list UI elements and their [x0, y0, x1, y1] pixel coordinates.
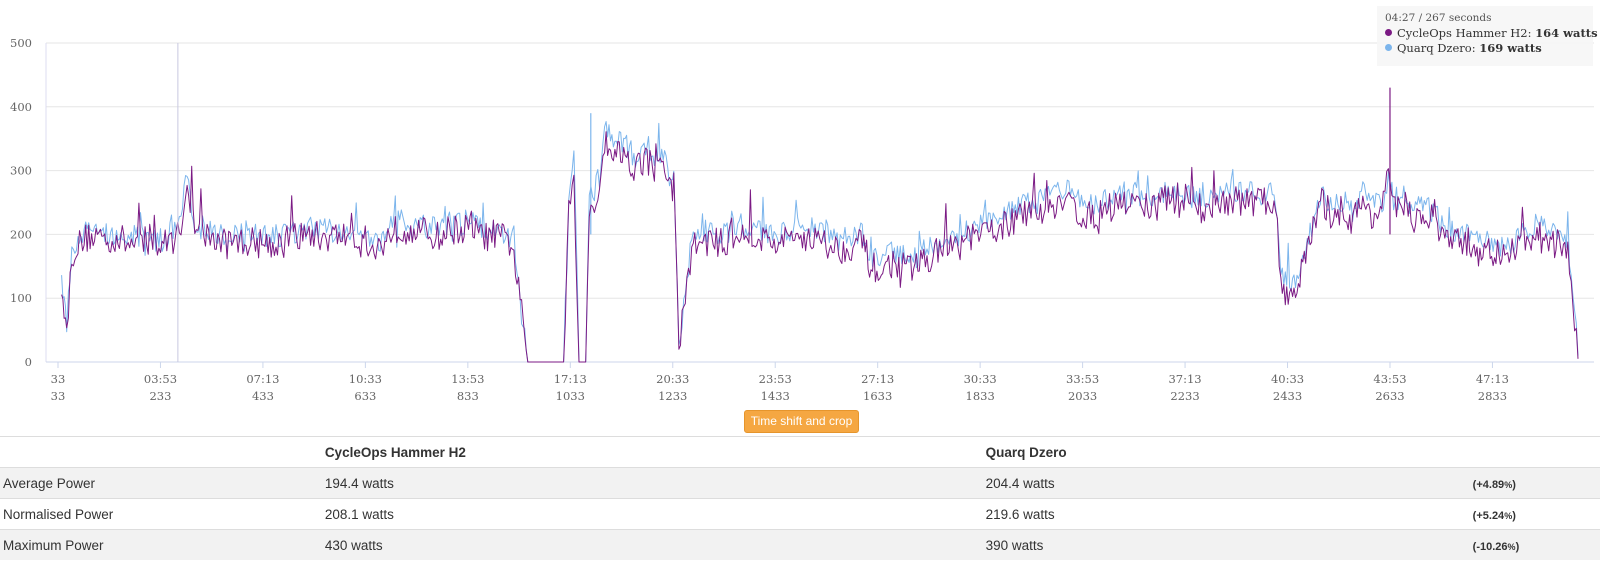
- x-tick-time-label: 40:33: [1271, 372, 1304, 386]
- diff-unit: %: [1504, 510, 1513, 521]
- tooltip-series-name: Quarq Dzero: [1397, 41, 1472, 55]
- tooltip-series-value: 169 watts: [1479, 41, 1542, 55]
- table-header-row: CycleOps Hammer H2 Quarq Dzero: [0, 436, 1600, 468]
- time-shift-crop-button[interactable]: Time shift and crop: [744, 410, 859, 433]
- x-axis: 33 33 03:53 233 07:13 433 10:33 633 13:53 833 17:1…: [46, 361, 1594, 403]
- x-tick-seconds-label: 433: [252, 389, 274, 403]
- y-tick-label: 500: [10, 36, 32, 50]
- x-tick-seconds-label: 2233: [1170, 389, 1199, 403]
- series-dot-icon: [1385, 44, 1392, 51]
- diff-value: (-10.26%): [1469, 529, 1600, 560]
- x-tick-time-label: 47:13: [1476, 372, 1509, 386]
- tooltip-time: 04:27 / 267 seconds: [1385, 12, 1492, 24]
- diff-value: (+4.89%): [1469, 467, 1600, 499]
- y-tick-label: 0: [25, 355, 32, 369]
- x-tick-seconds-label: 1433: [761, 389, 790, 403]
- x-tick-time-label: 23:53: [759, 372, 792, 386]
- x-tick-seconds-label: 1233: [658, 389, 687, 403]
- series-dot-icon: [1385, 29, 1392, 36]
- diff-unit: %: [1504, 479, 1513, 490]
- stats-table: CycleOps Hammer H2 Quarq Dzero Average P…: [0, 436, 1600, 560]
- table-row: Average Power 194.4 watts 204.4 watts (+…: [0, 467, 1600, 499]
- power-chart[interactable]: 0 100 200 300 400 500 33 33 03:53 233 07:13 433 10:…: [0, 0, 1600, 430]
- diff-number: +4.89: [1476, 478, 1505, 491]
- diff-number: +5.24: [1476, 509, 1505, 522]
- tooltip-row-quarq: Quarq Dzero: 169 watts: [1385, 41, 1585, 56]
- metric-label: Normalised Power: [0, 498, 322, 530]
- tooltip-series-value: 164 watts: [1535, 26, 1598, 40]
- tooltip-row-cycleops: CycleOps Hammer H2: 164 watts: [1385, 26, 1598, 41]
- device-a-value: 194.4 watts: [321, 467, 983, 499]
- x-tick-time-label: 33: [51, 372, 66, 386]
- x-tick-time-label: 27:13: [861, 372, 894, 386]
- x-tick-seconds-label: 833: [457, 389, 479, 403]
- x-tick-seconds-label: 2833: [1478, 389, 1507, 403]
- x-tick-seconds-label: 1633: [863, 389, 892, 403]
- x-tick-time-label: 03:53: [144, 372, 177, 386]
- x-tick-time-label: 17:13: [554, 372, 587, 386]
- device-b-value: 390 watts: [982, 529, 1470, 560]
- series-line-cycleops: [61, 131, 1579, 363]
- metric-label: Maximum Power: [0, 529, 322, 560]
- device-b-value: 219.6 watts: [982, 498, 1470, 530]
- table-row: Normalised Power 208.1 watts 219.6 watts…: [0, 498, 1600, 530]
- x-tick-time-label: 30:33: [964, 372, 997, 386]
- series-lines: [61, 87, 1579, 363]
- table-header-diff: [1469, 436, 1600, 468]
- y-tick-label: 400: [10, 100, 32, 114]
- x-tick-seconds-label: 33: [51, 389, 66, 403]
- device-a-value: 430 watts: [321, 529, 983, 560]
- x-tick-time-label: 10:33: [349, 372, 382, 386]
- device-a-value: 208.1 watts: [321, 498, 983, 530]
- diff-value: (+5.24%): [1469, 498, 1600, 530]
- x-tick-seconds-label: 1833: [966, 389, 995, 403]
- series-line-quarq: [61, 121, 1579, 363]
- y-tick-label: 300: [10, 164, 32, 178]
- x-tick-time-label: 43:53: [1373, 372, 1406, 386]
- table-header-device-b: Quarq Dzero: [982, 436, 1470, 468]
- x-tick-seconds-label: 2033: [1068, 389, 1097, 403]
- tooltip: 04:27 / 267 seconds CycleOps Hammer H2: …: [1377, 6, 1598, 66]
- y-tick-label: 100: [10, 291, 32, 305]
- x-tick-seconds-label: 2433: [1273, 389, 1302, 403]
- diff-unit: %: [1507, 541, 1516, 552]
- x-tick-seconds-label: 633: [354, 389, 376, 403]
- table-header-device-a: CycleOps Hammer H2: [321, 436, 983, 468]
- x-tick-seconds-label: 233: [149, 389, 171, 403]
- x-tick-seconds-label: 2633: [1375, 389, 1404, 403]
- x-tick-time-label: 33:53: [1066, 372, 1099, 386]
- x-tick-time-label: 07:13: [246, 372, 279, 386]
- tooltip-series-name: CycleOps Hammer H2: [1397, 26, 1528, 40]
- metric-label: Average Power: [0, 467, 322, 499]
- x-tick-time-label: 13:53: [451, 372, 484, 386]
- table-row: Maximum Power 430 watts 390 watts (-10.2…: [0, 529, 1600, 560]
- table-header-metric: [0, 436, 322, 468]
- x-tick-time-label: 20:33: [656, 372, 689, 386]
- y-tick-label: 200: [10, 227, 32, 241]
- y-axis: 0 100 200 300 400 500: [10, 36, 32, 369]
- x-tick-seconds-label: 1033: [556, 389, 585, 403]
- diff-number: -10.26: [1476, 540, 1508, 553]
- x-tick-time-label: 37:13: [1168, 372, 1201, 386]
- device-b-value: 204.4 watts: [982, 467, 1470, 499]
